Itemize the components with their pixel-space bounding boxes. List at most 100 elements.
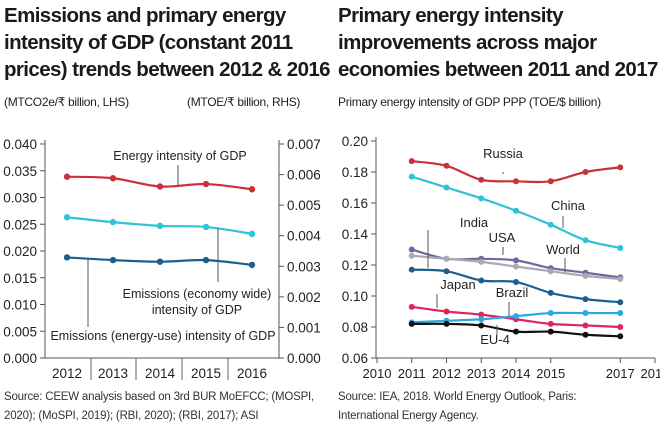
y-tick-label-left: 0.025 bbox=[3, 217, 37, 232]
data-point bbox=[617, 164, 624, 171]
data-point bbox=[408, 246, 415, 253]
data-point bbox=[478, 176, 485, 183]
x-tick-label: 2013 bbox=[98, 366, 128, 381]
y-tick-label-left: 0.010 bbox=[3, 298, 37, 313]
data-point bbox=[513, 313, 519, 320]
data-point bbox=[547, 268, 554, 275]
data-point bbox=[513, 263, 519, 270]
y-tick-label: 0.06 bbox=[342, 351, 368, 366]
data-point bbox=[617, 310, 624, 317]
x-tick-label: 2011 bbox=[398, 366, 426, 381]
data-point bbox=[617, 333, 624, 340]
x-tick-label: 2014 bbox=[145, 366, 176, 381]
y-tick-label-left: 0.035 bbox=[3, 164, 37, 179]
data-point bbox=[478, 316, 485, 323]
data-point bbox=[408, 320, 415, 327]
data-point bbox=[617, 275, 624, 282]
y-tick-label: 0.10 bbox=[342, 289, 368, 304]
data-point bbox=[202, 223, 210, 231]
data-point bbox=[443, 268, 450, 275]
data-point bbox=[156, 222, 164, 230]
data-point bbox=[248, 230, 256, 238]
left-chart-source: Source: CEEW analysis based on 3rd BUR M… bbox=[4, 391, 315, 422]
data-point bbox=[478, 258, 485, 265]
left-chart-title: Emissions and primary energy intensity o… bbox=[4, 4, 331, 81]
data-point bbox=[109, 218, 117, 226]
data-point bbox=[547, 221, 554, 228]
y-tick-label: 0.12 bbox=[342, 258, 368, 273]
data-point bbox=[202, 256, 210, 264]
y-tick-label-left: 0.015 bbox=[3, 271, 37, 286]
data-point bbox=[443, 320, 450, 327]
data-point bbox=[582, 237, 589, 244]
y-tick-label: 0.20 bbox=[342, 134, 368, 149]
series-label: India bbox=[460, 215, 489, 230]
x-tick-label: 2014 bbox=[502, 366, 531, 381]
y-tick-label: 0.08 bbox=[342, 320, 368, 335]
y-tick-label-left: 0.005 bbox=[3, 324, 37, 339]
y-tick-label-right: 0.006 bbox=[287, 168, 321, 183]
y-tick-label-right: 0.005 bbox=[287, 198, 321, 213]
data-point bbox=[202, 180, 210, 188]
right-chart-title: Primary energy intensity improvements ac… bbox=[338, 4, 658, 81]
data-point bbox=[109, 175, 117, 182]
data-point bbox=[582, 331, 589, 338]
data-point bbox=[547, 178, 554, 185]
series-label: Russia bbox=[483, 146, 524, 161]
data-point bbox=[408, 173, 415, 180]
data-point bbox=[443, 162, 450, 169]
x-tick-label: 2013 bbox=[467, 366, 496, 381]
y-tick-label-left: 0.030 bbox=[3, 191, 37, 206]
left-axis-unit: (MTCO2e/₹ billion, LHS) bbox=[4, 95, 129, 109]
y-tick-label-right: 0.000 bbox=[287, 351, 321, 366]
series-label: Emissions (economy wide) bbox=[123, 287, 272, 301]
data-point bbox=[513, 279, 519, 286]
data-point bbox=[443, 255, 450, 262]
data-point bbox=[513, 207, 519, 214]
series-label: Brazil bbox=[496, 285, 529, 300]
y-tick-label-right: 0.004 bbox=[287, 229, 321, 244]
data-point bbox=[547, 310, 554, 317]
data-point bbox=[513, 328, 519, 335]
y-tick-label-left: 0.000 bbox=[3, 351, 37, 366]
data-point bbox=[582, 272, 589, 279]
y-tick-label-right: 0.007 bbox=[287, 137, 321, 152]
y-tick-label: 0.16 bbox=[342, 196, 368, 211]
y-tick-label: 0.18 bbox=[342, 165, 368, 180]
y-tick-label-left: 0.020 bbox=[3, 244, 37, 259]
data-point bbox=[63, 254, 71, 261]
data-point bbox=[513, 178, 519, 185]
series-label: Emissions (energy-use) intensity of GDP bbox=[50, 329, 275, 343]
series-label: USA bbox=[489, 230, 516, 245]
x-tick-label: 2017 bbox=[606, 366, 635, 381]
right-axis-unit: (MTOE/₹ billion, RHS) bbox=[187, 95, 301, 109]
x-tick-label: 2010 bbox=[363, 366, 392, 381]
series-label: EU-4 bbox=[480, 332, 510, 347]
y-tick-label-right: 0.001 bbox=[287, 320, 321, 335]
data-point bbox=[547, 320, 554, 327]
data-point bbox=[443, 184, 450, 191]
right-chart-ylabel: Primary energy intensity of GDP PPP (TOE… bbox=[338, 95, 601, 109]
data-point bbox=[617, 324, 624, 330]
series-label: Energy intensity of GDP bbox=[113, 149, 246, 163]
x-tick-label: 2016 bbox=[237, 366, 267, 381]
data-point bbox=[513, 257, 519, 264]
data-point bbox=[156, 258, 164, 265]
data-point bbox=[478, 277, 485, 284]
series-label: China bbox=[551, 198, 586, 213]
data-point bbox=[109, 256, 117, 264]
data-point bbox=[63, 173, 71, 180]
series-line bbox=[411, 248, 621, 279]
data-point bbox=[582, 296, 589, 303]
data-point bbox=[478, 322, 485, 329]
data-point bbox=[617, 299, 624, 306]
data-point bbox=[443, 308, 450, 315]
data-point bbox=[408, 158, 415, 165]
data-point bbox=[408, 266, 415, 273]
series-label: World bbox=[546, 242, 580, 257]
y-tick-label-right: 0.002 bbox=[287, 290, 321, 305]
data-point bbox=[582, 322, 589, 329]
data-point bbox=[478, 195, 485, 202]
x-tick-label: 2012 bbox=[432, 366, 461, 381]
